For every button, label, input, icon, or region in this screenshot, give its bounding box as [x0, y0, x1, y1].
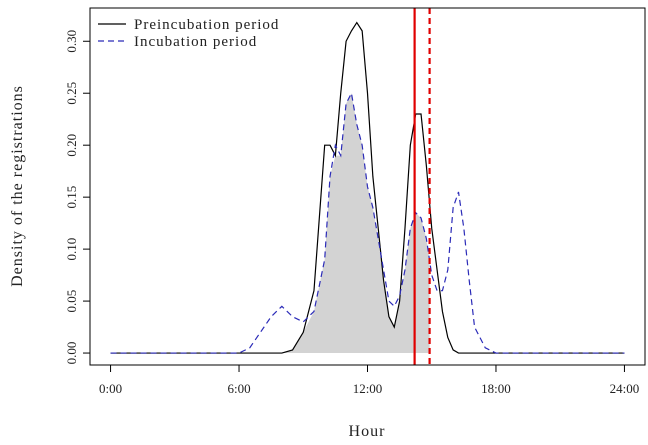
y-axis-title: Density of the registrations [9, 85, 26, 287]
x-axis-title: Hour [349, 423, 386, 440]
legend-label: Preincubation period [134, 17, 279, 33]
shaded-area [110, 93, 430, 354]
y-tick-label: 0.30 [64, 30, 79, 53]
y-tick-label: 0.25 [64, 82, 79, 105]
x-tick-label: 12:00 [353, 381, 383, 396]
y-tick-label: 0.20 [64, 134, 79, 157]
y-tick-label: 0.15 [64, 186, 79, 209]
x-tick-label: 6:00 [227, 381, 250, 396]
x-tick-label: 0:00 [99, 381, 122, 396]
x-tick-label: 24:00 [610, 381, 640, 396]
legend-label: Incubation period [134, 34, 257, 50]
series-line [110, 91, 625, 354]
y-tick-label: 0.10 [64, 238, 79, 261]
series-line [110, 21, 625, 354]
y-tick-label: 0.00 [64, 342, 79, 365]
x-tick-label: 18:00 [481, 381, 511, 396]
y-tick-label: 0.05 [64, 290, 79, 313]
